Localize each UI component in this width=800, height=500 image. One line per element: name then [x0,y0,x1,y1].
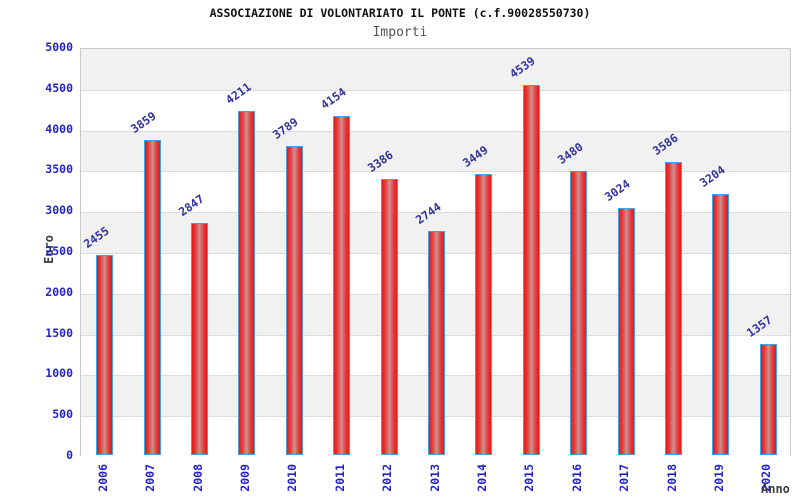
bar-2007 [143,140,161,455]
y-tick-label: 2500 [45,244,73,258]
y-tick-label: 4500 [45,80,73,95]
y-tick-label: 5000 [45,40,73,54]
x-tick-label: 2014 [474,464,489,492]
plot-area: 2455 3859 2847 4211 3789 4154 3386 2744 3449 4539… [80,48,791,457]
x-tick-label: 2018 [664,464,679,492]
bar-2011 [333,116,351,455]
bar-2009 [238,111,256,455]
y-tick-label: 500 [52,407,73,422]
chart-title: ASSOCIAZIONE DI VOLONTARIATO IL PONTE (c… [209,6,591,20]
chart-subtitle: Importi [372,25,428,40]
y-tick-label: 0 [66,448,73,462]
x-tick-label: 2019 [711,464,726,492]
x-tick-label: 2010 [285,464,300,492]
bar-2015 [522,84,540,455]
bar-2008 [191,222,208,455]
x-axis-title: Anno [761,482,790,496]
x-tick-label: 2017 [617,464,632,492]
y-tick-label: 3500 [45,162,73,177]
bar-2018 [665,162,682,455]
y-tick-label: 1500 [45,325,73,340]
y-tick-label: 1000 [45,366,73,381]
x-tick-label: 2012 [380,464,395,492]
x-tick-label: 2013 [427,464,442,492]
bar-2012 [380,178,398,455]
bar-2020 [759,344,777,455]
x-tick-label: 2007 [143,464,158,492]
gridline [81,171,790,173]
bar-2010 [285,145,303,455]
bar-2019 [712,193,730,455]
gridline [81,89,790,91]
x-tick-label: 2009 [237,464,252,492]
bar-2017 [617,208,635,455]
bar-2014 [475,173,493,455]
plot-band [81,49,790,90]
x-tick-label: 2011 [332,464,347,492]
y-tick-label: 3000 [45,203,73,218]
plot-band [81,89,790,131]
bar-2006 [96,254,114,455]
plot-band [81,130,790,172]
x-tick-label: 2008 [190,464,205,492]
x-tick-label: 2015 [522,464,537,492]
bar-2013 [428,231,445,455]
gridline [81,130,790,132]
y-tick-label: 2000 [45,284,73,299]
bar-2016 [570,171,588,455]
x-tick-label: 2006 [95,464,110,492]
y-tick-label: 4000 [45,121,73,136]
x-tick-label: 2016 [569,464,584,492]
gridline [81,212,790,214]
